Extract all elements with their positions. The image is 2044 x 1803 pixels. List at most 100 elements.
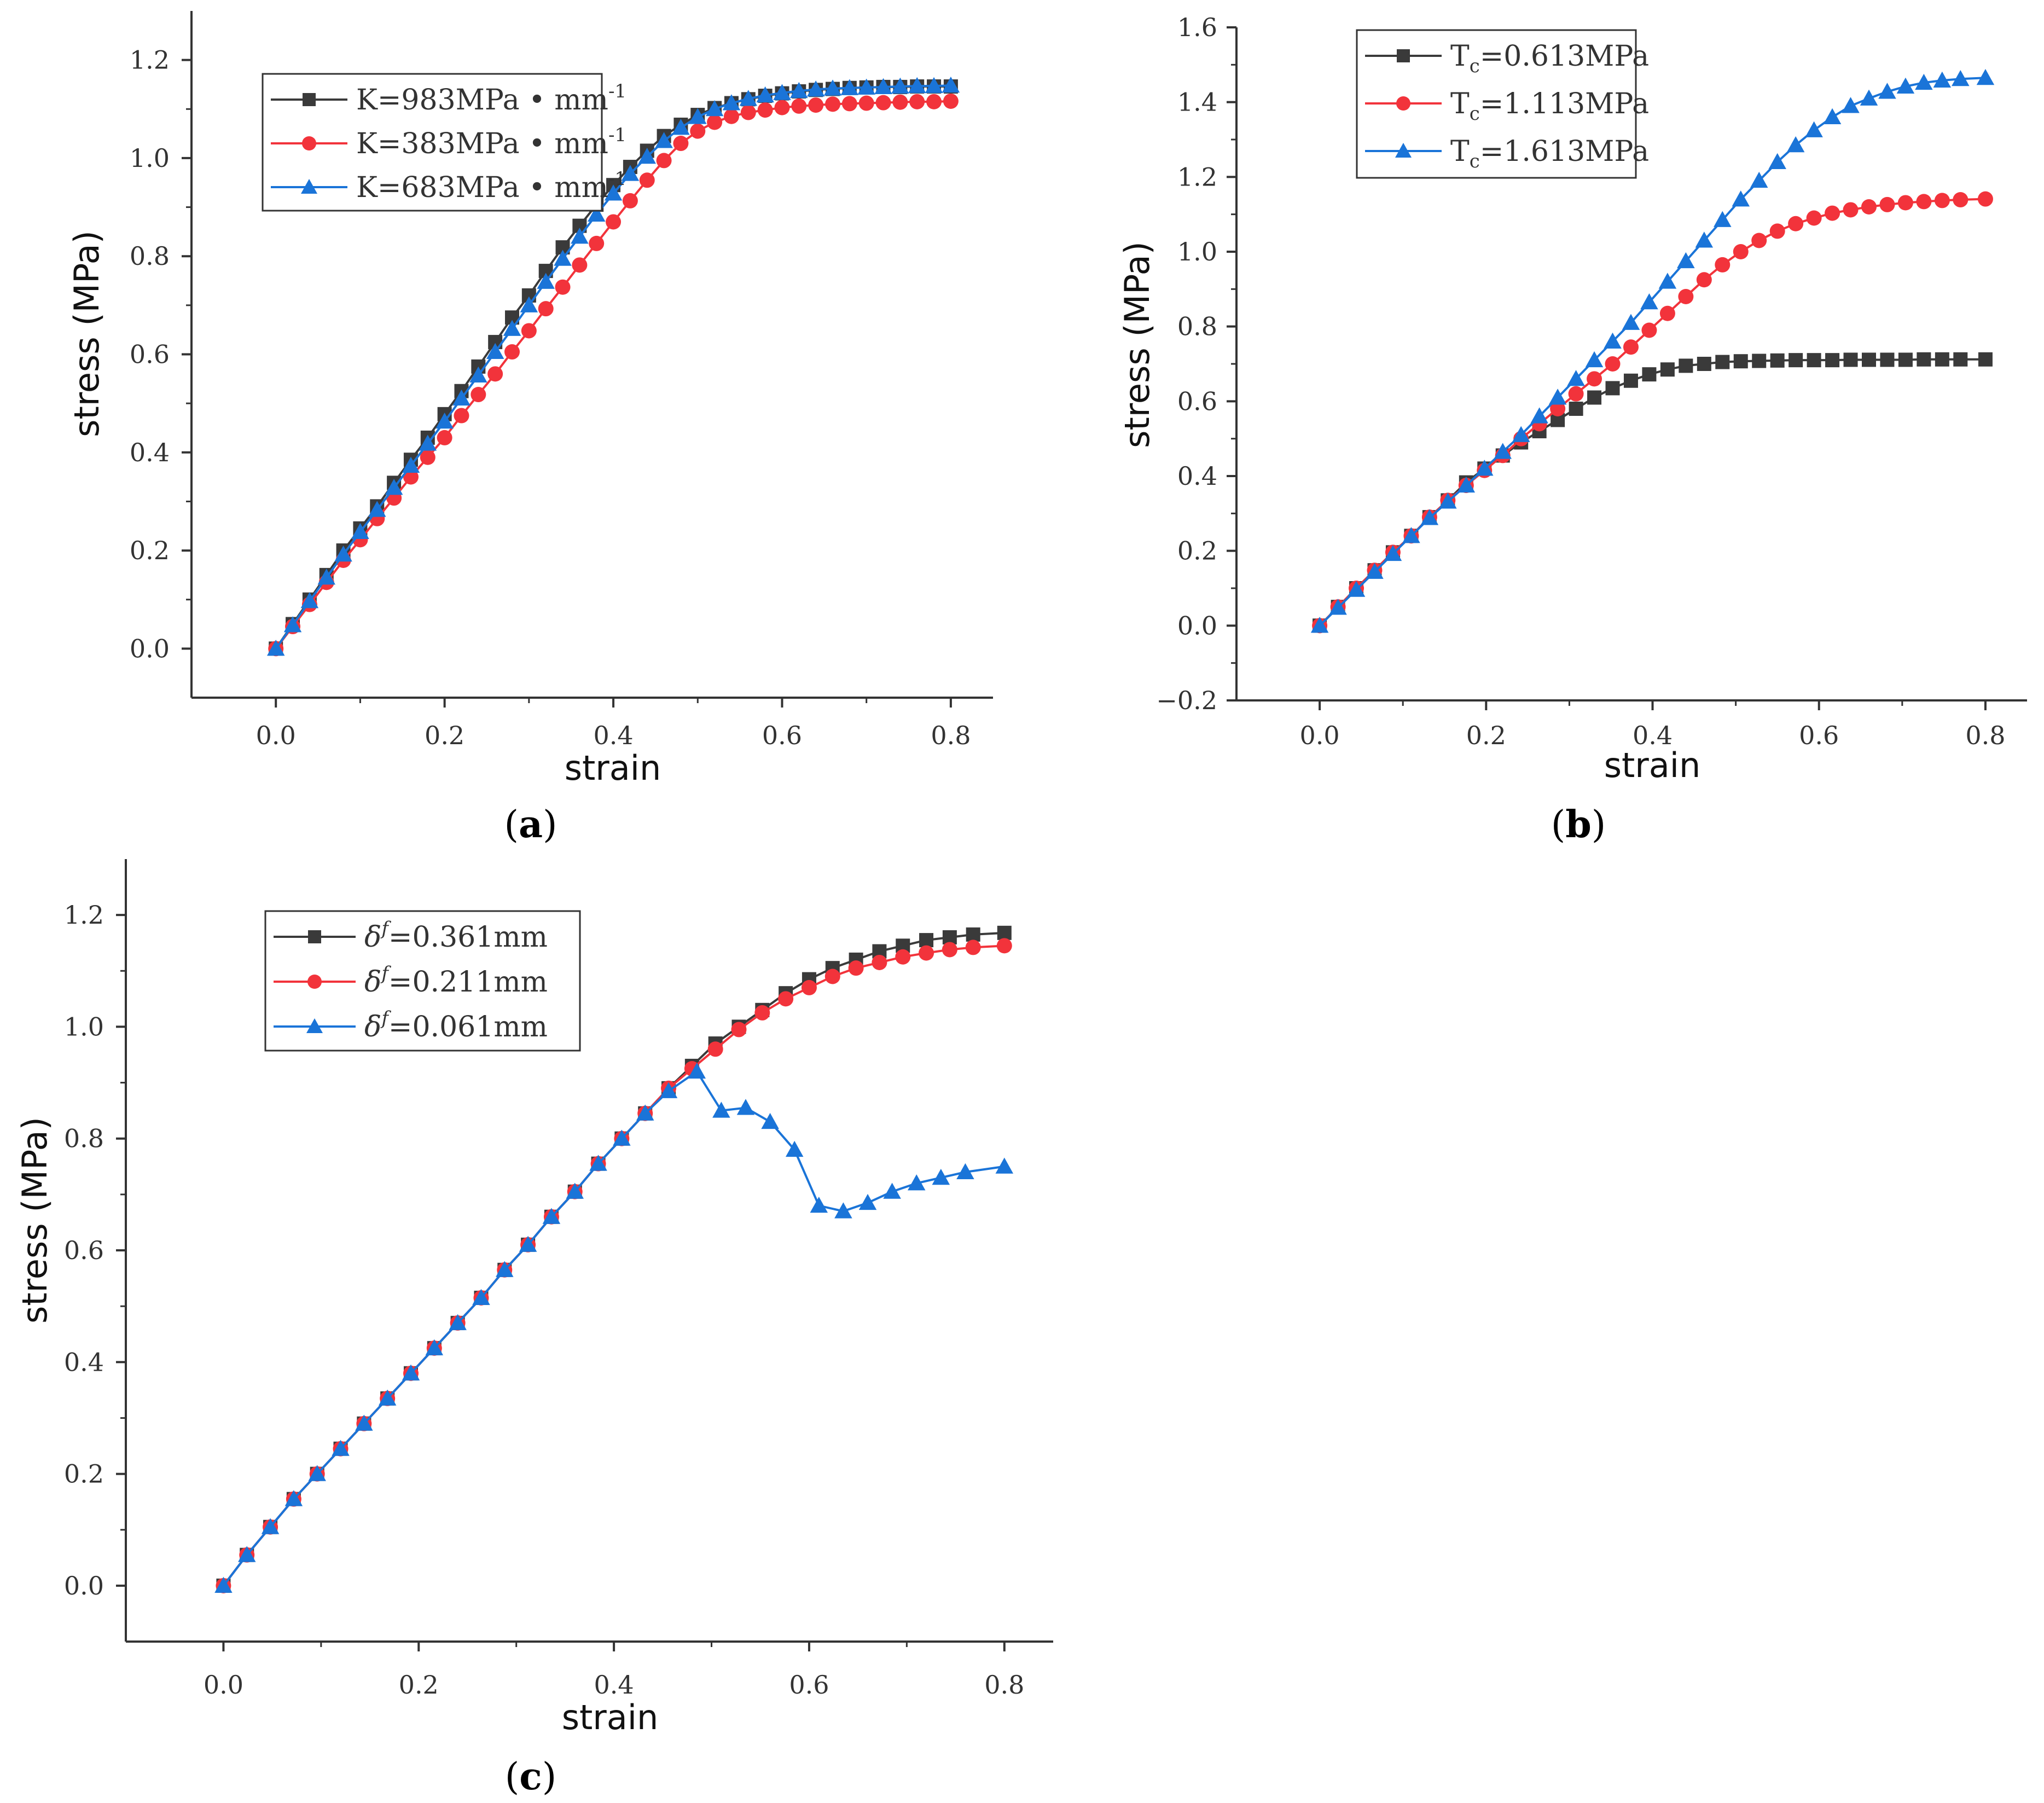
data-point xyxy=(486,343,504,360)
data-point xyxy=(504,344,520,360)
y-tick-label: 0.0 xyxy=(130,634,170,663)
data-point xyxy=(883,1182,901,1199)
data-point xyxy=(420,449,435,465)
legend-text-part: • mm xyxy=(520,84,608,117)
legend-text-part: =1.613MPa xyxy=(1480,135,1649,168)
data-point xyxy=(638,147,656,164)
x-tick-label: 0.0 xyxy=(256,721,296,750)
legend-text-part: =0.361mm xyxy=(388,921,548,954)
data-point xyxy=(1898,352,1913,367)
data-point xyxy=(538,301,554,317)
data-point xyxy=(613,1129,631,1146)
data-point xyxy=(656,153,672,169)
data-point xyxy=(1953,352,1968,367)
data-point xyxy=(690,123,706,139)
data-point xyxy=(1862,352,1876,367)
panel-caption-part: ( xyxy=(504,803,519,847)
data-point xyxy=(1768,153,1786,169)
data-point xyxy=(1786,136,1805,153)
data-point xyxy=(487,366,503,382)
data-point xyxy=(636,1104,654,1121)
legend-text-part: c xyxy=(1470,150,1480,172)
data-point xyxy=(966,927,980,942)
panel-caption-part: a xyxy=(519,803,543,847)
data-point xyxy=(266,640,285,656)
legend-text-part: =0.613MPa xyxy=(1480,40,1649,73)
data-point xyxy=(639,172,655,188)
data-point xyxy=(1384,544,1402,561)
data-point xyxy=(1679,358,1693,373)
data-point xyxy=(555,279,571,295)
data-point xyxy=(874,78,892,94)
data-point xyxy=(606,214,622,230)
data-point xyxy=(1878,83,1896,99)
x-tick-label: 0.2 xyxy=(399,1670,439,1700)
data-point xyxy=(521,323,537,339)
data-point xyxy=(1978,352,1993,367)
data-point xyxy=(995,1157,1014,1174)
legend-text-part: K=383MPa xyxy=(356,127,520,160)
data-point xyxy=(1917,352,1931,367)
data-point xyxy=(1880,352,1895,367)
panel-caption-part: ) xyxy=(1592,803,1606,847)
data-point xyxy=(1604,332,1622,349)
legend-entry-3: δf=0.061mm xyxy=(364,1007,548,1043)
data-point xyxy=(542,1208,561,1224)
data-point xyxy=(857,78,875,95)
data-point xyxy=(791,98,807,114)
data-point xyxy=(841,96,857,112)
data-point xyxy=(355,1414,373,1431)
legend-swatch-marker xyxy=(1395,143,1412,158)
data-point xyxy=(1641,322,1657,338)
data-point xyxy=(736,1099,755,1115)
legend-text-part: =0.061mm xyxy=(388,1011,548,1043)
legend-text-part: δ xyxy=(364,966,381,999)
data-point xyxy=(1476,460,1494,476)
data-point xyxy=(757,102,773,118)
data-point xyxy=(449,1314,467,1330)
x-tick-label: 0.2 xyxy=(1466,721,1506,750)
data-point xyxy=(1329,599,1347,615)
data-point xyxy=(689,108,707,124)
y-tick-label: 1.6 xyxy=(1177,13,1217,42)
legend-text-part: T xyxy=(1450,88,1470,120)
data-point xyxy=(1548,389,1567,405)
data-point xyxy=(1825,353,1840,368)
legend-swatch-marker xyxy=(308,930,321,943)
y-axis-title: stress (MPa) xyxy=(15,1117,55,1324)
data-point xyxy=(808,97,824,113)
data-point xyxy=(604,184,623,201)
x-tick-label: 0.0 xyxy=(204,1670,243,1700)
legend-swatch-marker xyxy=(306,1018,323,1033)
y-axis-title: stress (MPa) xyxy=(1117,241,1157,448)
data-point xyxy=(1366,563,1384,579)
data-point xyxy=(823,79,842,96)
data-point xyxy=(1605,356,1621,372)
data-point xyxy=(875,95,891,111)
data-point xyxy=(496,1261,514,1277)
data-point xyxy=(300,592,319,608)
legend-swatch-marker xyxy=(307,975,322,989)
data-point xyxy=(1842,97,1860,113)
panel-caption-part: c xyxy=(519,1755,542,1799)
legend-text-part: δ xyxy=(364,921,381,954)
data-point xyxy=(756,86,774,103)
legend-entry-1: K=983MPa • mm-1 xyxy=(356,80,626,117)
x-tick-label: 0.8 xyxy=(931,721,971,750)
data-point xyxy=(334,545,352,562)
data-point xyxy=(1310,617,1329,633)
data-point xyxy=(1569,402,1583,416)
y-tick-label: 0.4 xyxy=(64,1347,104,1377)
legend-swatch-marker xyxy=(1396,96,1410,111)
data-point xyxy=(925,77,943,94)
data-point xyxy=(1879,196,1895,212)
y-tick-label: 0.6 xyxy=(130,340,170,369)
data-point xyxy=(385,479,403,495)
data-point xyxy=(908,77,926,94)
data-point xyxy=(368,501,386,517)
data-point xyxy=(997,925,1012,940)
data-point xyxy=(472,1289,490,1305)
y-tick-label: 0.2 xyxy=(130,536,170,565)
